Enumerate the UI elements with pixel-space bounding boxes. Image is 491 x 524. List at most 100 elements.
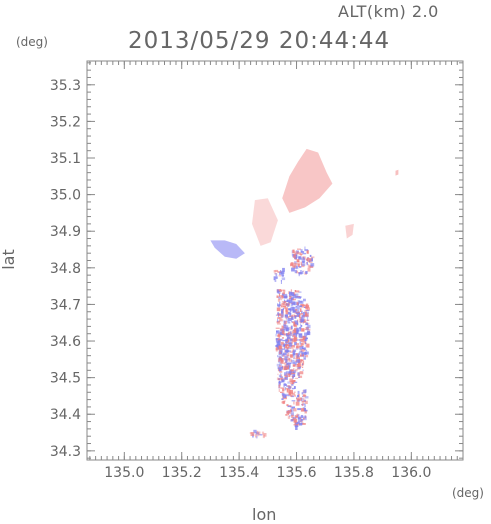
data-pixel [292, 293, 295, 295]
data-pixel [289, 414, 291, 418]
data-region-negative [210, 240, 245, 259]
data-pixel [284, 377, 287, 379]
data-region-positive [395, 169, 399, 176]
data-pixel [305, 345, 308, 347]
data-pixel [310, 256, 315, 259]
data-pixel [304, 351, 309, 355]
data-pixel [276, 330, 280, 334]
x-tick-label: 135.4 [219, 465, 259, 481]
data-pixel [282, 267, 285, 272]
data-pixel [278, 357, 282, 361]
data-pixel [292, 352, 296, 355]
data-pixel [280, 295, 284, 299]
data-pixel [306, 343, 310, 348]
data-pixel [304, 304, 307, 306]
data-pixel [292, 298, 296, 301]
data-pixel [287, 299, 289, 301]
data-pixel [284, 372, 287, 376]
data-pixel [302, 369, 304, 371]
data-pixel [294, 337, 296, 339]
data-pixel [302, 363, 304, 365]
data-pixel [281, 277, 286, 281]
data-pixel [278, 356, 280, 361]
data-pixel [255, 434, 257, 438]
data-pixel [307, 267, 311, 272]
data-pixel [295, 334, 297, 338]
data-pixel [278, 296, 280, 299]
data-pixel [296, 399, 299, 402]
data-pixel [291, 253, 294, 256]
y-tick-label: 34.5 [50, 371, 81, 387]
data-pixel [279, 331, 283, 336]
data-pixel [278, 332, 282, 337]
data-pixel [293, 323, 296, 327]
data-pixel [297, 363, 301, 368]
data-pixel [296, 301, 299, 306]
data-pixel [297, 368, 300, 370]
data-pixel [289, 347, 293, 350]
data-pixel [301, 251, 305, 253]
data-pixel [275, 274, 278, 277]
data-pixel [291, 408, 294, 412]
data-pixel [301, 346, 304, 349]
data-pixel [296, 359, 301, 363]
data-pixel [293, 262, 297, 267]
data-pixel [278, 321, 280, 323]
data-pixel [290, 262, 294, 266]
data-pixel [285, 343, 287, 345]
data-pixel [301, 418, 304, 421]
data-pixel [290, 297, 294, 301]
data-pixel [299, 338, 301, 341]
data-pixel [296, 343, 299, 346]
data-pixel [262, 434, 265, 439]
data-pixel [298, 376, 300, 378]
data-pixel [303, 298, 306, 302]
data-pixel [307, 324, 311, 329]
data-pixel [295, 296, 299, 299]
data-pixel [285, 341, 288, 346]
data-pixel [278, 374, 281, 378]
data-pixel [284, 307, 288, 310]
data-pixel [279, 304, 284, 306]
y-tick-label: 35.0 [50, 188, 81, 204]
data-pixel [297, 414, 299, 417]
data-pixel [280, 374, 283, 378]
data-pixel [286, 388, 290, 393]
data-pixel [277, 322, 281, 325]
data-pixel [288, 299, 292, 304]
data-pixel [291, 372, 296, 375]
data-pixel [287, 365, 290, 367]
data-pixel [298, 272, 303, 275]
data-pixel [283, 383, 285, 388]
data-pixel [299, 346, 302, 351]
data-pixel [284, 355, 289, 358]
data-pixel [289, 312, 292, 317]
data-pixel [295, 290, 300, 293]
data-pixel [277, 335, 280, 338]
data-pixel [291, 419, 295, 421]
data-pixel [276, 363, 281, 367]
data-pixel [279, 365, 281, 367]
data-pixel [283, 320, 286, 323]
altitude-label: ALT(km) 2.0 [338, 2, 439, 21]
data-pixel [302, 360, 305, 365]
data-pixel [297, 300, 300, 304]
data-pixel [292, 375, 294, 379]
data-pixel [291, 393, 295, 396]
data-pixel [278, 381, 283, 383]
data-pixel [299, 327, 302, 330]
data-pixel [293, 369, 297, 372]
data-pixel [297, 414, 300, 418]
data-pixel [261, 431, 265, 435]
data-pixel [300, 349, 305, 352]
data-pixel [295, 347, 299, 350]
data-pixel [283, 347, 285, 349]
data-pixel [305, 303, 309, 306]
data-pixel [279, 362, 282, 367]
data-pixel [296, 414, 300, 416]
data-pixel [300, 254, 302, 257]
data-pixel [309, 260, 311, 262]
data-pixel [284, 387, 286, 391]
data-pixel [302, 403, 304, 407]
data-pixel [294, 377, 299, 379]
